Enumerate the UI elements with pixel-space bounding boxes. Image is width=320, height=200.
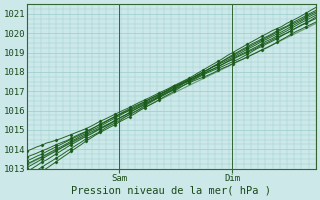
X-axis label: Pression niveau de la mer( hPa ): Pression niveau de la mer( hPa ) — [71, 186, 271, 196]
